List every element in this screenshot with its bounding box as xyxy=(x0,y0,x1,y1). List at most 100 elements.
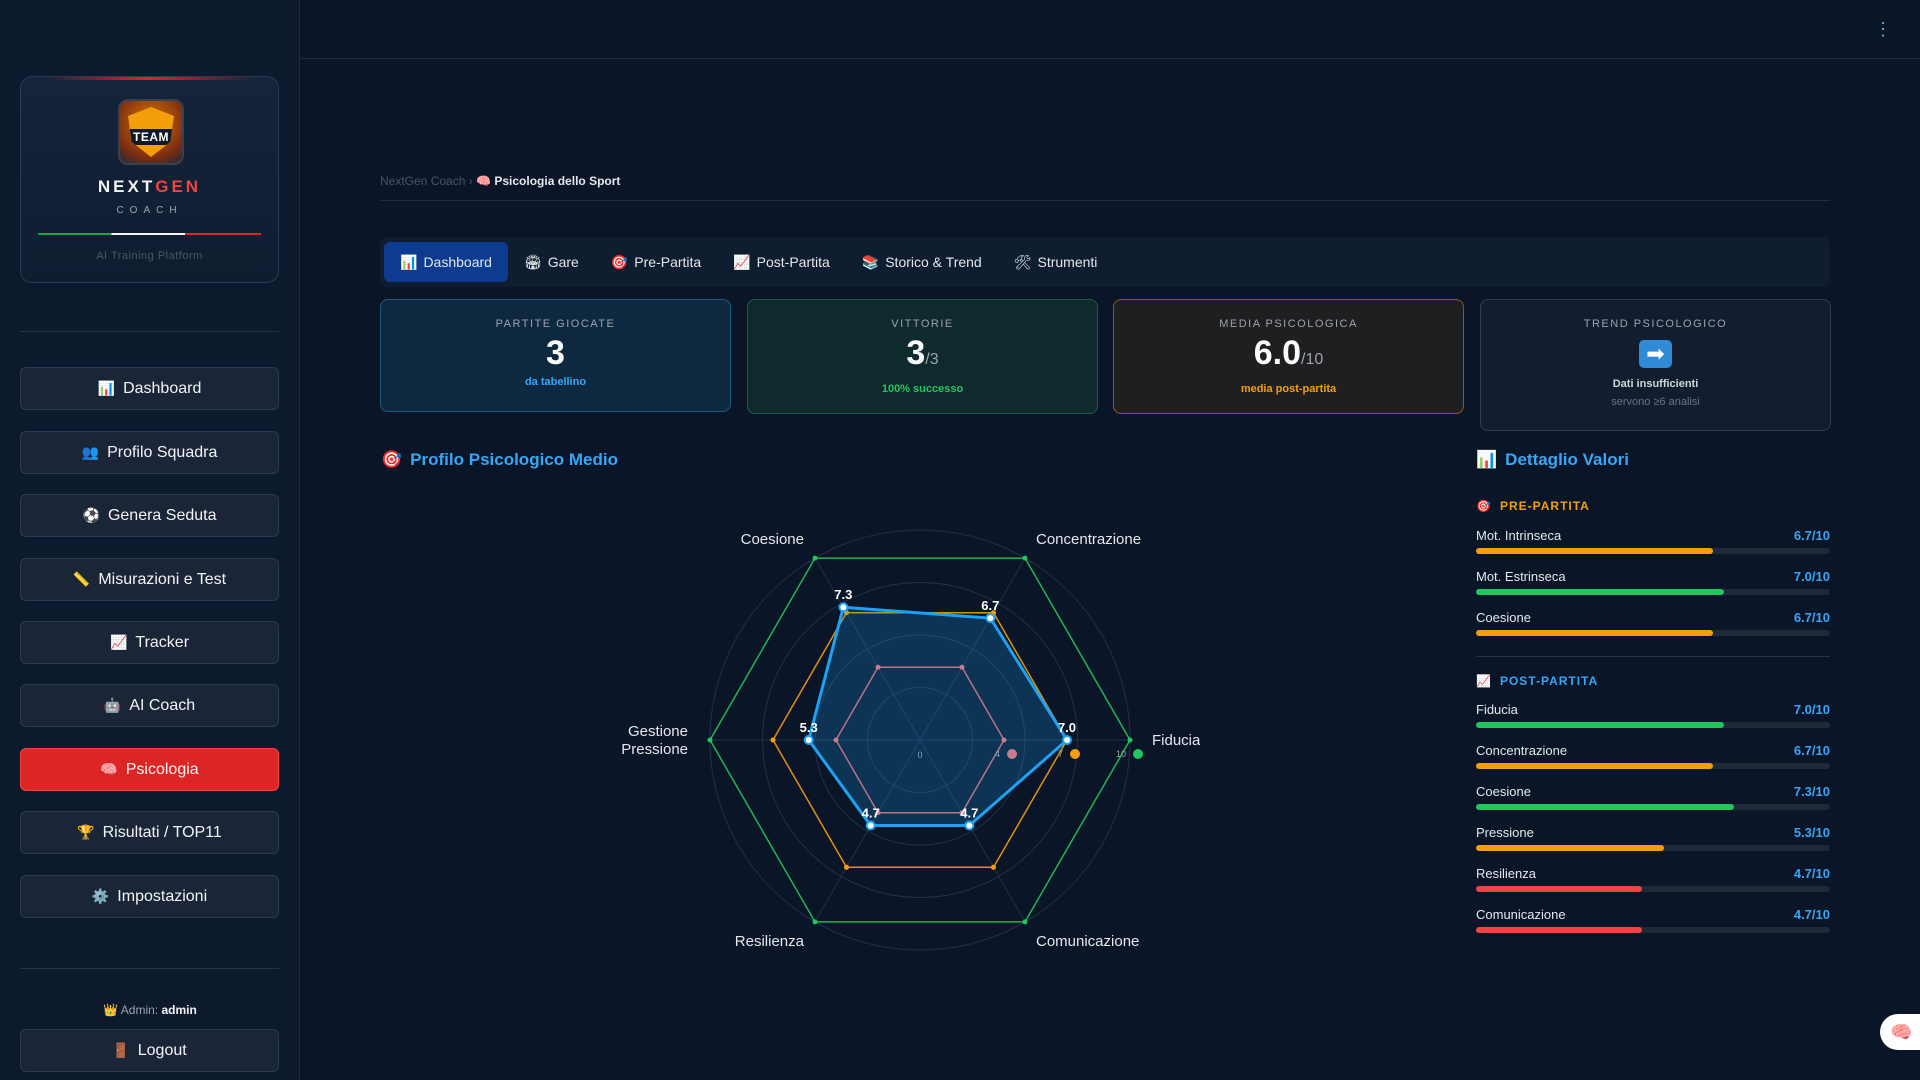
axis-label-line: Concentrazione xyxy=(1036,531,1141,548)
robot-icon: 🤖 xyxy=(103,697,122,713)
kpi-value: 3/3 xyxy=(748,334,1097,379)
brand-name-b: GEN xyxy=(155,177,202,196)
detail-value: 6.7/10 xyxy=(1793,610,1830,625)
axis-label: Coesione xyxy=(741,531,804,548)
nav-label: Psicologia xyxy=(125,760,199,778)
nav-ai-coach[interactable]: 🤖 AI Coach xyxy=(20,684,279,727)
logout-button[interactable]: 🚪 Logout xyxy=(20,1029,279,1072)
axis-label: Comunicazione xyxy=(1036,933,1139,950)
tab-label: Storico & Trend xyxy=(885,254,982,270)
pre-partita-heading: 🎯 PRE-PARTITA xyxy=(1476,499,1590,513)
kpi-sub: Dati insufficienti xyxy=(1612,378,1699,390)
kpi-vittorie: VITTORIE 3/3 100% successo xyxy=(747,299,1098,414)
progress-track xyxy=(1476,722,1830,728)
post-partita-heading: 📈 POST-PARTITA xyxy=(1476,674,1598,688)
nav-genera-seduta[interactable]: ⚽ Genera Seduta xyxy=(20,494,279,537)
progress-fill xyxy=(1476,589,1724,595)
tab-storico-trend[interactable]: 📚 Storico & Trend xyxy=(846,242,998,282)
logout-label: Logout xyxy=(137,1041,187,1059)
progress-fill xyxy=(1476,804,1735,810)
target-icon: 🎯 xyxy=(610,253,629,270)
tab-post-partita[interactable]: 📈 Post-Partita xyxy=(717,242,846,282)
kpi-label: VITTORIE xyxy=(891,318,954,330)
bar-chart-icon: 📊 xyxy=(400,253,418,270)
soccer-ball-icon: ⚽ xyxy=(82,507,100,523)
detail-label: Coesione xyxy=(1476,784,1531,799)
tab-gare[interactable]: 🏟 Gare xyxy=(508,242,595,282)
detail-value: 7.3/10 xyxy=(1793,784,1830,799)
detail-value: 7.0/10 xyxy=(1793,702,1830,717)
grid-spoke xyxy=(814,557,921,741)
data-point xyxy=(803,735,814,745)
progress-track xyxy=(1476,886,1830,892)
axis-label-line: Gestione xyxy=(628,723,688,740)
floating-brain-button[interactable]: 🧠 xyxy=(1880,1014,1920,1050)
brain-icon: 🧠 xyxy=(100,761,118,777)
section-title-text: Profilo Psicologico Medio xyxy=(410,450,618,469)
detail-row: Concentrazione 6.7/10 xyxy=(1476,743,1830,773)
brand-name: NEXTGEN xyxy=(21,177,278,197)
progress-fill xyxy=(1476,886,1643,892)
nav-label: AI Coach xyxy=(129,696,196,714)
tab-label: Strumenti xyxy=(1037,254,1098,270)
axis-label-line: Comunicazione xyxy=(1036,933,1139,950)
kpi-sub-note: servono ≥6 analisi xyxy=(1611,396,1700,408)
detail-value: 6.7/10 xyxy=(1793,743,1830,758)
progress-fill xyxy=(1476,630,1714,636)
nav-profilo-squadra[interactable]: 👥 Profilo Squadra xyxy=(20,431,279,474)
radar-section-title: 🎯 Profilo Psicologico Medio xyxy=(381,450,618,470)
tab-strumenti[interactable]: 🛠 Strumenti xyxy=(998,242,1114,282)
tools-icon: 🛠 xyxy=(1013,253,1032,270)
nav-label: Genera Seduta xyxy=(107,506,217,524)
detail-value: 7.0/10 xyxy=(1793,569,1830,584)
admin-name: admin xyxy=(161,1003,197,1017)
section-title-text: Dettaglio Valori xyxy=(1505,450,1629,469)
reference-vertex xyxy=(812,919,818,925)
grid-spoke xyxy=(919,739,1026,923)
nav-misurazioni[interactable]: 📏 Misurazioni e Test xyxy=(20,558,279,601)
details-section-title: 📊 Dettaglio Valori xyxy=(1476,450,1629,470)
reference-vertex xyxy=(770,737,776,743)
nav-tracker[interactable]: 📈 Tracker xyxy=(20,621,279,664)
kpi-trend-psicologico: TREND PSICOLOGICO ➡ Dati insufficienti s… xyxy=(1480,299,1831,431)
tab-label: Gare xyxy=(547,254,579,270)
users-icon: 👥 xyxy=(81,444,100,460)
detail-value: 5.3/10 xyxy=(1793,825,1830,840)
kpi-number: 3 xyxy=(906,334,926,372)
nav-risultati[interactable]: 🏆 Risultati / TOP11 xyxy=(20,811,279,854)
team-logo: TEAM xyxy=(118,99,184,165)
nav-label: Tracker xyxy=(135,633,190,651)
gear-icon: ⚙️ xyxy=(91,888,110,904)
brand-card: TEAM NEXTGEN COACH AI Training Platform xyxy=(20,76,279,283)
data-label: 7.0 xyxy=(1058,720,1076,735)
tab-dashboard[interactable]: 📊 Dashboard xyxy=(384,242,508,282)
data-label: 4.7 xyxy=(960,805,978,820)
breadcrumb-root[interactable]: NextGen Coach xyxy=(380,174,466,188)
tab-pre-partita[interactable]: 🎯 Pre-Partita xyxy=(595,242,717,282)
nav-impostazioni[interactable]: ⚙️ Impostazioni xyxy=(20,875,279,918)
grid-spoke xyxy=(919,557,1026,741)
detail-row: Comunicazione 4.7/10 xyxy=(1476,907,1830,937)
kpi-label: MEDIA PSICOLOGICA xyxy=(1219,318,1358,330)
data-point xyxy=(985,613,996,624)
kebab-menu-icon[interactable]: ⋮ xyxy=(1874,19,1892,39)
progress-fill xyxy=(1476,845,1664,851)
kpi-suffix: /10 xyxy=(1301,351,1324,368)
kpi-partite-giocate: PARTITE GIOCATE 3 da tabellino xyxy=(380,299,731,412)
detail-label: Mot. Intrinseca xyxy=(1476,528,1562,543)
chart-up-icon: 📈 xyxy=(733,253,751,270)
kpi-number: 3 xyxy=(546,334,565,372)
nav-label: Impostazioni xyxy=(117,887,208,905)
ring-tick-label: 10 xyxy=(1116,749,1126,759)
axis-label: Gestione Pressione xyxy=(621,723,688,758)
axis-label-line: Pressione xyxy=(621,741,688,758)
chart-up-icon: 📈 xyxy=(109,634,128,650)
group-title-text: POST-PARTITA xyxy=(1499,674,1599,688)
nav-psicologia[interactable]: 🧠 Psicologia xyxy=(20,748,279,791)
progress-fill xyxy=(1476,927,1643,933)
progress-track xyxy=(1476,804,1830,810)
nav-dashboard[interactable]: 📊 Dashboard xyxy=(20,367,279,410)
ring-tick-label: 7 xyxy=(1058,749,1063,759)
kpi-label: TREND PSICOLOGICO xyxy=(1583,318,1728,330)
arrow-right-icon: ➡ xyxy=(1639,340,1672,368)
